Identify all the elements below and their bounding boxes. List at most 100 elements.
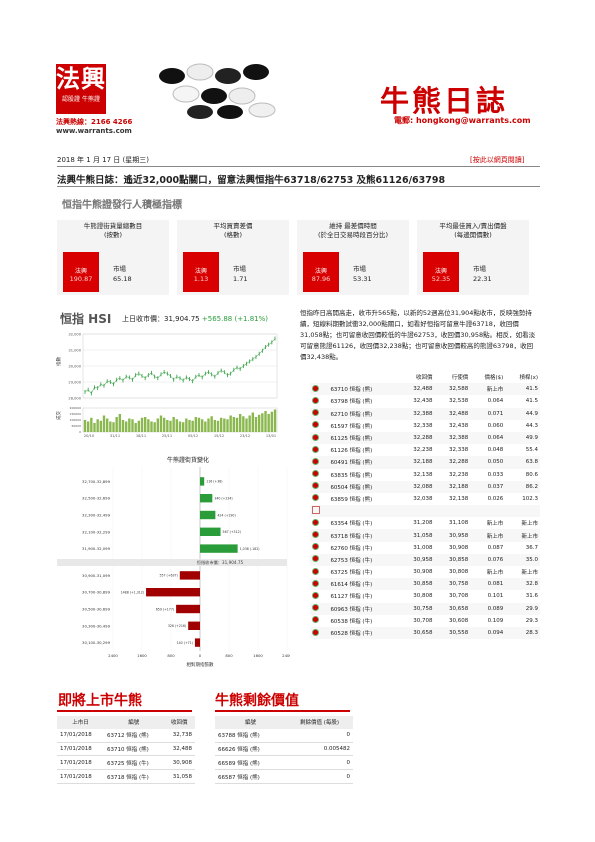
x-tick-label: 31/11 [110, 434, 120, 438]
hotline: 法興熱線：2166 4266 [56, 118, 133, 126]
close-price-label: 恒指收市價：31,904.75 [197, 559, 244, 566]
cell: 63718 恒指 (牛) [330, 533, 373, 540]
table-row: 63725 恒指 (牛) 30,908 30,808 新上市 新上市 [310, 566, 540, 578]
bear-bar [200, 544, 238, 553]
cell: 63710 恒指 (熊) [330, 387, 373, 394]
y-tick-label: 28,000 [68, 397, 81, 401]
sg-value: 1.13 [193, 275, 209, 283]
card-title: 平均買賣差價 (格數) [213, 222, 253, 239]
cell: 32,738 [172, 732, 192, 739]
bar-data-label: 424 (+190) [217, 513, 235, 517]
volume-bar [109, 421, 112, 432]
separator-icon [312, 506, 320, 515]
cell [310, 627, 328, 639]
table-row: 63835 恒指 (熊) 32,138 32,238 0.033 80.6 [310, 469, 540, 481]
cell: 0.076 [487, 556, 504, 563]
cell: 30,658 [449, 605, 469, 612]
card-title: 牛熊證街貨量總數目 (按數) [83, 222, 143, 239]
cell: 32,488 [449, 410, 469, 417]
volume-bar [172, 417, 175, 432]
website-link[interactable]: www.warrants.com [56, 127, 132, 135]
x-tick-label: 2400 [282, 653, 290, 658]
cell: 新上市 [521, 533, 538, 540]
cell: 86.2 [525, 483, 538, 490]
indicator-card: 平均買賣差價 (格數) 法興 1.13 市場 1.71 [177, 220, 289, 295]
bear-bar [200, 527, 221, 536]
volume-bar [273, 409, 277, 432]
column-header: 行使價 [451, 375, 469, 382]
cell [310, 542, 328, 554]
market-label: 市場 [233, 265, 246, 273]
residual-title: 牛熊剩餘價值 [215, 693, 299, 709]
volume-bar [128, 418, 131, 432]
cell: 32,088 [413, 483, 433, 490]
category-label: 30,700-30,899 [82, 590, 111, 595]
volume-bar [121, 420, 125, 432]
volume-bar [232, 417, 236, 432]
volume-bar [197, 417, 201, 432]
volume-bar [242, 416, 245, 432]
cell: 63725 恒指 (牛) [106, 760, 149, 767]
table-row: 60538 恒指 (牛) 30,708 30,608 0.109 29.3 [310, 615, 540, 627]
market-label: 市場 [473, 265, 486, 273]
hsi-title: 恒指 HSI [60, 312, 112, 326]
cell: 0.064 [487, 435, 504, 442]
status-dot-icon [312, 531, 319, 539]
cell: 32,438 [449, 422, 469, 429]
cell: 0.050 [487, 459, 504, 466]
column-header: 槓桿(x) [519, 375, 538, 382]
table-row [310, 505, 540, 518]
volume-bar [178, 421, 182, 432]
x-tick-label: 23/12 [240, 434, 250, 438]
bar-data-label: 1,038 (-182) [240, 547, 260, 551]
cell: 新上市 [486, 570, 504, 577]
go-stones-illustration [159, 63, 276, 119]
market-label: 市場 [113, 265, 126, 273]
volume-bar [124, 421, 128, 432]
volume-bar [235, 417, 239, 432]
cell: 63354 恒指 (牛) [330, 521, 373, 528]
page-title: 牛熊日誌 [380, 84, 509, 118]
divider [57, 186, 540, 187]
residual-table: 編號 剩餘價值 (每股) 63788 恒指 (熊) 0 66626 恒指 (熊) 0.00… [215, 716, 353, 784]
cell: 66589 恒指 (熊) [218, 760, 260, 767]
cell: 30,908 [449, 544, 469, 551]
column-header: 價格($) [484, 375, 504, 382]
cell: 32,238 [413, 447, 433, 454]
cell: 31,058 [413, 532, 433, 539]
bear-bar [200, 477, 205, 486]
web-view-link[interactable]: [按此以網頁閱讀] [470, 156, 525, 164]
cell: 60491 恒指 (熊) [330, 460, 373, 467]
cell: 61126 恒指 (熊) [330, 448, 373, 455]
cell: 60504 恒指 (熊) [330, 484, 373, 491]
cell: 0.037 [487, 483, 504, 490]
cell: 61125 恒指 (熊) [330, 436, 373, 443]
cell: 32,288 [449, 459, 469, 466]
cell: 36.7 [525, 544, 538, 551]
hsi-change: +565.88 (+1.81%) [201, 315, 269, 323]
status-dot-icon [312, 555, 319, 563]
email-link[interactable]: 電郵: hongkong@warrants.com [394, 116, 531, 125]
table-row: 63718 恒指 (牛) 31,058 30,958 新上市 新上市 [310, 529, 540, 542]
cell: 30,708 [413, 617, 433, 624]
cell [310, 505, 328, 517]
hsi-close: 上日收市價：31,904.75 +565.88 (+1.81%) [122, 314, 268, 324]
table-row: 61125 恒指 (熊) 32,288 32,388 0.064 49.9 [310, 431, 540, 445]
table-row: 61126 恒指 (熊) 32,238 32,338 0.048 55.4 [310, 444, 540, 456]
table-row: 17/01/2018 63718 恒指 (牛) 31,058 [57, 770, 195, 784]
hsi-close-label: 上日收市價：31,904.75 [122, 315, 200, 323]
cell [310, 469, 328, 481]
volume-bar [134, 423, 137, 432]
volume-bar [264, 411, 267, 432]
volume-bar [245, 418, 248, 432]
status-dot-icon [312, 628, 319, 636]
cell: 30,758 [413, 605, 433, 612]
status-dot-icon [312, 396, 319, 404]
cell [310, 383, 328, 395]
market-stat: 市場 65.18 [113, 264, 132, 284]
status-dot-icon [312, 543, 319, 551]
table-row: 66587 恒指 (熊) 0 [215, 770, 353, 784]
volume-bar [185, 418, 188, 432]
issue-date: 2018 年 1 月 17 日 (星期三) [57, 156, 149, 164]
cell: 80.6 [525, 471, 538, 478]
